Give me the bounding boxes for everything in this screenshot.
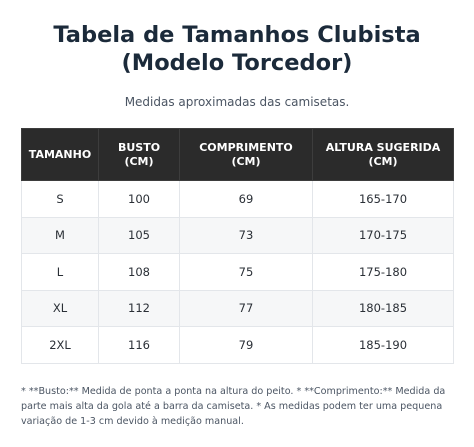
cell-bust: 108 [98,253,180,291]
cell-suggested-height: 175-180 [312,253,454,291]
cell-length: 69 [179,180,313,218]
column-header-length: COMPRIMENTO (CM) [179,128,313,181]
cell-suggested-height: 180-185 [312,289,454,327]
cell-bust: 105 [98,216,180,254]
cell-length: 79 [179,326,313,364]
cell-bust: 112 [98,289,180,327]
cell-size: L [21,253,99,291]
cell-suggested-height: 170-175 [312,216,454,254]
size-table: TAMANHO BUSTO (CM) COMPRIMENTO (CM) ALTU… [21,128,454,364]
cell-bust: 116 [98,326,180,364]
table-row: 2XL 116 79 185-190 [21,326,454,364]
cell-length: 77 [179,289,313,327]
page-title-line-2: (Modelo Torcedor) [121,50,353,76]
cell-length: 75 [179,253,313,291]
table-row: S 100 69 165-170 [21,180,454,218]
page-subtitle: Medidas aproximadas das camisetas. [124,95,350,109]
cell-size: 2XL [21,326,99,364]
cell-size: S [21,180,99,218]
column-header-suggested-height: ALTURA SUGERIDA (CM) [312,128,454,181]
cell-size: XL [21,289,99,327]
column-header-bust: BUSTO (CM) [98,128,180,181]
cell-bust: 100 [98,180,180,218]
page-title: Tabela de Tamanhos Clubista (Modelo Torc… [0,21,474,77]
table-row: XL 112 77 180-185 [21,289,454,327]
column-header-unit: (CM) [231,154,261,168]
cell-suggested-height: 165-170 [312,180,454,218]
column-header-label: BUSTO [117,140,161,154]
column-header-label: ALTURA SUGERIDA [325,140,441,154]
table-header-row: TAMANHO BUSTO (CM) COMPRIMENTO (CM) ALTU… [21,128,454,181]
column-header-size: TAMANHO [21,128,99,181]
table-row: M 105 73 170-175 [21,216,454,254]
column-header-label: COMPRIMENTO [199,140,293,154]
cell-length: 73 [179,216,313,254]
table-row: L 108 75 175-180 [21,253,454,291]
cell-size: M [21,216,99,254]
cell-suggested-height: 185-190 [312,326,454,364]
page-title-line-1: Tabela de Tamanhos Clubista [53,22,421,48]
measurement-notes: * **Busto:** Medida de ponta a ponta na … [21,385,446,427]
column-header-unit: (CM) [124,154,154,168]
column-header-label: TAMANHO [28,147,92,161]
column-header-unit: (CM) [368,154,398,168]
